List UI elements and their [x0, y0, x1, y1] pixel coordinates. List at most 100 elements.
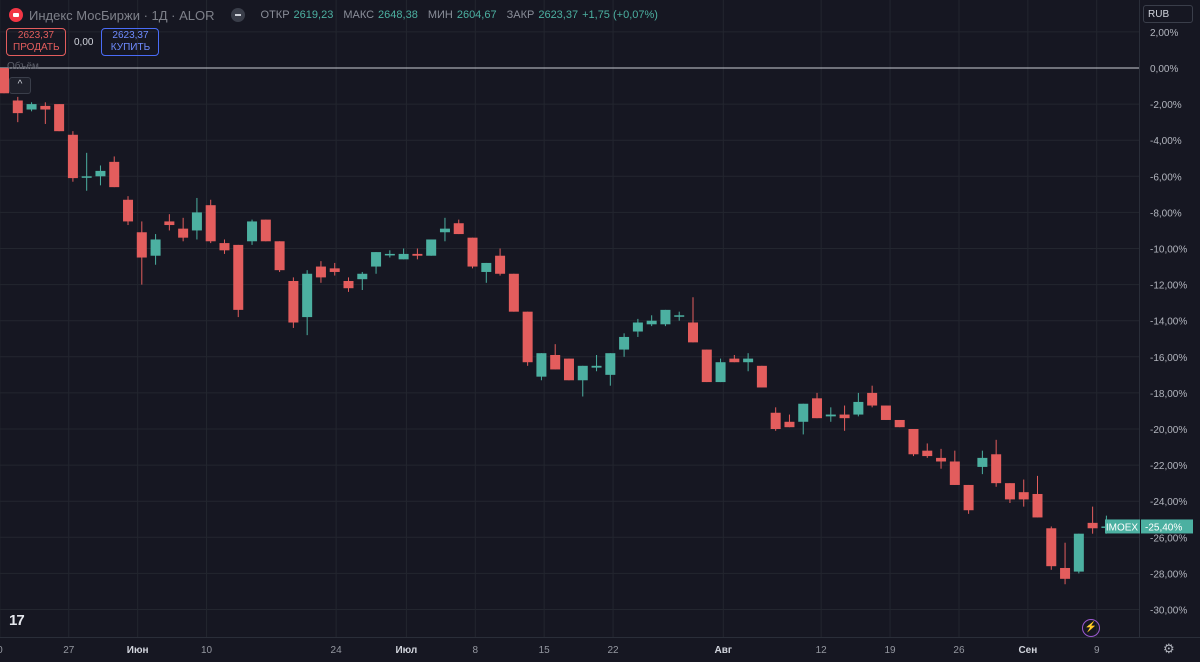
x-tick-label: 0: [0, 645, 3, 656]
candle-body: [977, 457, 988, 467]
candle: [867, 385, 878, 408]
candle: [894, 419, 905, 428]
trade-panel: 2623,37 ПРОДАТЬ 0,00 2623,37 КУПИТЬ: [6, 28, 160, 56]
x-tick-label: 12: [816, 645, 828, 656]
candle: [508, 273, 519, 312]
candle-body: [412, 253, 423, 256]
sell-button[interactable]: 2623,37 ПРОДАТЬ: [6, 28, 66, 56]
candle-body: [95, 170, 106, 177]
candle: [481, 262, 492, 283]
candle: [701, 349, 712, 383]
last-value-label: -25,40%: [1145, 522, 1182, 533]
candle-body: [274, 241, 285, 271]
candle-body: [812, 398, 823, 419]
buy-button[interactable]: 2623,37 КУПИТЬ: [101, 28, 160, 56]
y-tick-label: -10,00%: [1150, 245, 1187, 256]
y-tick-label: -30,00%: [1150, 606, 1187, 617]
candle: [302, 270, 313, 336]
candle-body: [591, 365, 602, 368]
candle: [936, 448, 947, 469]
minus-icon[interactable]: [230, 8, 245, 22]
candle-body: [646, 320, 657, 325]
change-value: +1,75 (+0,07%): [582, 9, 658, 21]
candle-body: [1046, 528, 1057, 567]
candle-body: [205, 205, 216, 242]
candle-body: [715, 362, 726, 383]
candle: [150, 234, 161, 265]
y-tick-label: -22,00%: [1150, 461, 1187, 472]
candle: [398, 248, 409, 260]
candle-body: [0, 68, 9, 94]
buy-price: 2623,37: [112, 30, 149, 41]
tradingview-logo[interactable]: 17: [9, 612, 25, 629]
candle-body: [329, 268, 340, 272]
candle: [384, 250, 395, 258]
y-tick-label: -28,00%: [1150, 569, 1187, 580]
lightning-icon[interactable]: ⚡: [1082, 619, 1100, 637]
candle: [247, 219, 258, 245]
close-value: 2623,37: [538, 9, 579, 21]
candle-body: [453, 223, 464, 235]
candle: [495, 248, 506, 276]
candle: [357, 271, 368, 291]
x-tick-label: 24: [331, 645, 343, 656]
candle: [729, 354, 740, 363]
candle: [977, 450, 988, 475]
y-tick-label: -4,00%: [1150, 136, 1182, 147]
candle-body: [1073, 533, 1084, 572]
candle: [1032, 475, 1043, 518]
candle: [770, 407, 781, 431]
candle: [439, 217, 450, 242]
x-tick-label: Сен: [1018, 645, 1037, 656]
candle-body: [40, 105, 51, 110]
candle-body: [991, 454, 1002, 484]
x-tick-label: 27: [63, 645, 75, 656]
candle: [164, 214, 175, 231]
candle-body: [839, 414, 850, 419]
candle-body: [150, 239, 161, 256]
candle-body: [880, 405, 891, 420]
candle-body: [784, 421, 795, 428]
candle-body: [825, 414, 836, 417]
candle-body: [439, 228, 450, 233]
candle-body: [371, 252, 382, 267]
candle: [12, 96, 23, 123]
candle: [798, 403, 809, 435]
candle-body: [1087, 522, 1098, 529]
candle: [756, 365, 767, 388]
candle-body: [260, 219, 271, 242]
candle: [81, 152, 92, 191]
candle: [605, 353, 616, 386]
candle: [1004, 483, 1015, 504]
y-tick-label: -20,00%: [1150, 425, 1187, 436]
candle: [632, 318, 643, 337]
candle: [329, 262, 340, 276]
candle: [1046, 526, 1057, 570]
ohlc-readout: ОТКР 2619,23 МАКС 2648,38 МИН 2604,67 ЗА…: [255, 9, 658, 21]
recording-icon[interactable]: [9, 8, 23, 22]
y-tick-label: -16,00%: [1150, 353, 1187, 364]
currency-selector[interactable]: RUB: [1143, 5, 1193, 23]
x-tick-label: 10: [201, 645, 213, 656]
symbol-title[interactable]: Индекс МосБиржи · 1Д · ALOR: [29, 7, 215, 23]
candle-body: [467, 237, 478, 267]
volume-toggle-button[interactable]: ^: [9, 77, 31, 94]
candle-body: [701, 349, 712, 383]
candle-body: [949, 461, 960, 485]
y-tick-label: -2,00%: [1150, 100, 1182, 111]
y-tick-label: -24,00%: [1150, 497, 1187, 508]
candle: [426, 239, 437, 256]
candle: [219, 239, 230, 254]
close-label: ЗАКР: [506, 9, 535, 21]
candle-body: [247, 221, 258, 242]
gear-icon[interactable]: ⚙: [1163, 641, 1175, 656]
price-scale[interactable]: [1139, 0, 1200, 662]
x-tick-label: 15: [539, 645, 551, 656]
candle: [343, 277, 354, 292]
candle: [646, 315, 657, 327]
x-tick-label: 22: [608, 645, 620, 656]
candle: [136, 221, 147, 285]
y-tick-label: -18,00%: [1150, 389, 1187, 400]
candle: [453, 219, 464, 235]
